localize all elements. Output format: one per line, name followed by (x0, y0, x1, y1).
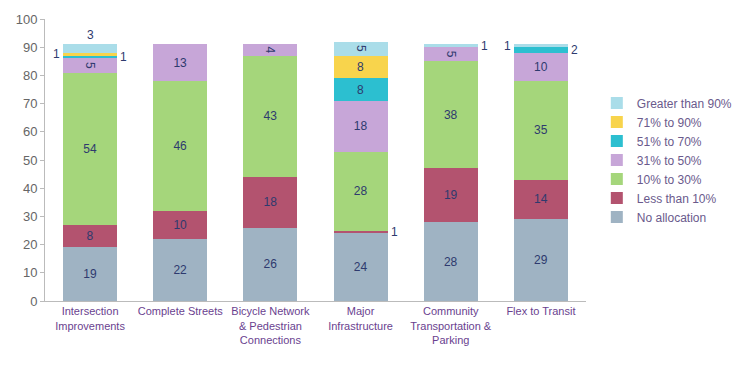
svg-text:29: 29 (534, 253, 548, 267)
svg-text:26: 26 (264, 257, 278, 271)
svg-text:60: 60 (23, 124, 37, 139)
svg-text:MajorInfrastructure: MajorInfrastructure (328, 305, 393, 331)
svg-text:51% to 70%: 51% to 70% (637, 135, 702, 149)
svg-text:Flex to Transit: Flex to Transit (506, 305, 575, 317)
svg-text:28: 28 (444, 255, 458, 269)
svg-text:50: 50 (23, 153, 37, 168)
svg-text:3: 3 (87, 28, 94, 42)
svg-text:90: 90 (23, 40, 37, 55)
svg-text:80: 80 (23, 68, 37, 83)
svg-text:Greater than 90%: Greater than 90% (637, 97, 732, 111)
svg-text:CommunityTransportation &Parki: CommunityTransportation &Parking (410, 305, 492, 346)
svg-text:1: 1 (120, 50, 127, 64)
svg-text:10% to 30%: 10% to 30% (637, 173, 702, 187)
svg-text:40: 40 (23, 181, 37, 196)
svg-text:5: 5 (354, 45, 368, 52)
svg-text:Bicycle Network& PedestrianCon: Bicycle Network& PedestrianConnections (231, 305, 310, 346)
svg-text:10: 10 (173, 218, 187, 232)
svg-text:1: 1 (481, 39, 488, 53)
svg-text:100: 100 (16, 12, 38, 27)
svg-text:4: 4 (263, 47, 277, 54)
svg-text:1: 1 (504, 39, 511, 53)
svg-text:5: 5 (83, 62, 97, 69)
svg-text:Less than 10%: Less than 10% (637, 192, 717, 206)
svg-text:18: 18 (264, 195, 278, 209)
svg-text:2: 2 (571, 43, 578, 57)
svg-text:13: 13 (173, 56, 187, 70)
svg-text:No allocation: No allocation (637, 211, 706, 225)
svg-text:43: 43 (264, 109, 278, 123)
svg-text:71% to 90%: 71% to 90% (637, 116, 702, 130)
svg-text:20: 20 (23, 237, 37, 252)
svg-text:19: 19 (444, 188, 458, 202)
svg-text:10: 10 (534, 60, 548, 74)
svg-text:8: 8 (357, 60, 364, 74)
svg-text:8: 8 (87, 229, 94, 243)
svg-text:1: 1 (391, 225, 398, 239)
svg-text:31% to 50%: 31% to 50% (637, 154, 702, 168)
svg-text:5: 5 (444, 51, 458, 58)
svg-text:14: 14 (534, 192, 548, 206)
svg-text:18: 18 (354, 119, 368, 133)
svg-text:35: 35 (534, 123, 548, 137)
svg-text:8: 8 (357, 83, 364, 97)
svg-text:54: 54 (83, 142, 97, 156)
svg-text:22: 22 (173, 263, 187, 277)
svg-text:Complete Streets: Complete Streets (138, 305, 223, 317)
svg-text:24: 24 (354, 260, 368, 274)
svg-text:10: 10 (23, 265, 37, 280)
svg-text:38: 38 (444, 108, 458, 122)
svg-text:70: 70 (23, 96, 37, 111)
svg-text:19: 19 (83, 267, 97, 281)
svg-text:30: 30 (23, 209, 37, 224)
svg-text:IntersectionImprovements: IntersectionImprovements (55, 305, 125, 331)
svg-text:0: 0 (30, 294, 37, 309)
svg-text:1: 1 (53, 47, 60, 61)
svg-text:28: 28 (354, 184, 368, 198)
svg-text:46: 46 (173, 139, 187, 153)
